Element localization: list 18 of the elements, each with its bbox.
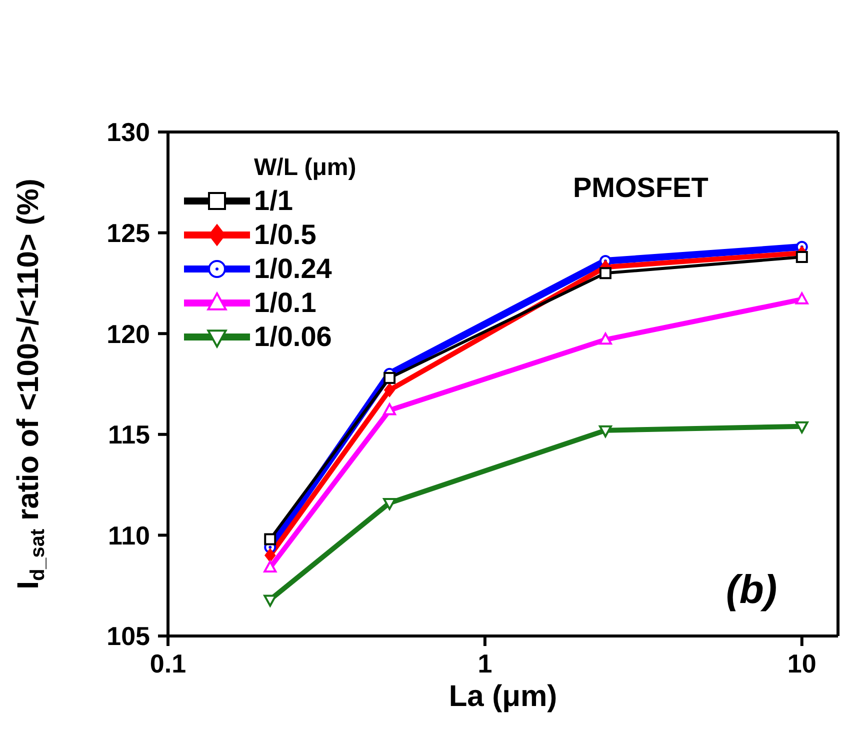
x-tick-label: 0.1 <box>150 648 186 678</box>
x-tick-label: 1 <box>478 648 492 678</box>
annotation: (b) <box>726 568 778 613</box>
y-tick-label: 105 <box>106 621 150 652</box>
legend-label: 1/0.5 <box>254 219 316 251</box>
legend-label: 1/1 <box>254 185 293 217</box>
x-axis-title: La (μm) <box>448 680 558 713</box>
legend-label: 1/0.24 <box>254 253 332 285</box>
y-tick-label: 110 <box>108 520 150 550</box>
y-tick-label: 130 <box>106 117 150 148</box>
y-tick-label: 125 <box>106 218 150 248</box>
legend-title: W/L (μm) <box>254 154 356 183</box>
legend-label: 1/0.1 <box>254 287 316 319</box>
annotation: PMOSFET <box>573 172 708 204</box>
y-tick-label: 120 <box>106 318 150 349</box>
legend-label: 1/0.06 <box>254 321 332 353</box>
y-tick-label: 115 <box>108 420 150 450</box>
x-tick-label: 10 <box>787 648 816 678</box>
